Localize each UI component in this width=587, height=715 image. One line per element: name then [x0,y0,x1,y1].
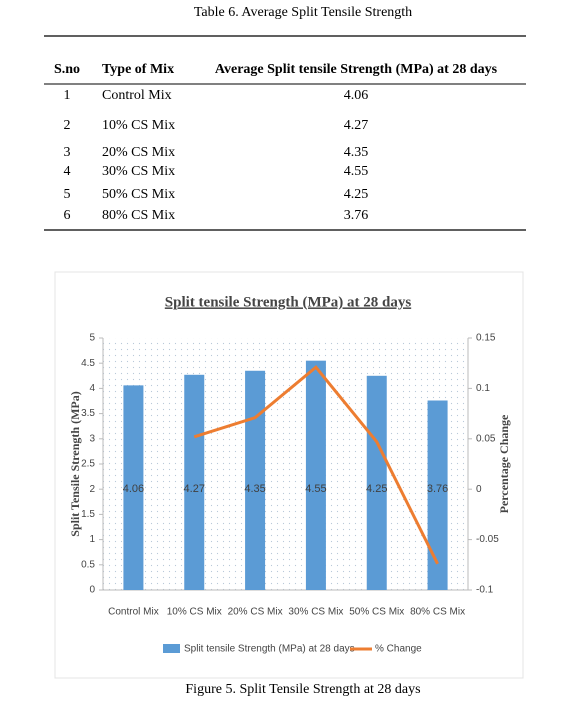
plot-area [103,338,468,590]
bar [123,385,144,590]
data-label: 4.35 [244,483,265,495]
table-cell: 30% CS Mix [102,164,175,179]
data-label: 4.55 [305,483,326,495]
y-tick-label: 0.5 [81,559,95,570]
bar [184,374,205,590]
bar [427,400,448,590]
table-caption: Table 6. Average Split Tensile Strength [194,5,412,20]
table-cell: 4.06 [344,88,369,103]
y-tick-label: 2.5 [81,459,95,470]
table-cell: 4.35 [344,145,369,160]
table-cell: 80% CS Mix [102,208,175,223]
x-tick-label: 80% CS Mix [410,607,465,618]
legend-swatch [163,644,180,653]
y-tick-label: 2 [89,484,95,495]
y2-axis-label: Percentage Change [497,414,511,513]
table-cell: 4.27 [344,118,369,133]
x-tick-label: Control Mix [108,607,159,618]
table-header: Type of Mix [102,62,174,77]
table-cell: Control Mix [102,88,172,103]
x-tick-label: 20% CS Mix [228,607,283,618]
table-cell: 1 [64,88,71,103]
bar [305,360,326,590]
table-header: S.no [54,62,80,77]
data-label: 4.27 [184,483,205,495]
table-cell: 3.76 [344,208,369,223]
data-label: 4.25 [366,483,387,495]
figure-caption: Figure 5. Split Tensile Strength at 28 d… [185,682,420,697]
table-cell: 20% CS Mix [102,145,175,160]
legend-label: Split tensile Strength (MPa) at 28 days [184,644,355,655]
y2-tick-label: 0 [476,484,482,495]
table-header: Average Split tensile Strength (MPa) at … [215,62,498,77]
y-tick-label: 4 [89,383,95,394]
table-cell: 3 [64,145,71,160]
legend-label: % Change [375,644,422,655]
table-cell: 4 [64,164,71,179]
table-cell: 50% CS Mix [102,187,175,202]
table-cell: 5 [64,187,71,202]
y-tick-label: 1 [89,534,95,545]
y-tick-label: 3.5 [81,408,95,419]
line [193,365,439,565]
y-axis-label: Split Tensile Strength (MPa) [68,391,82,536]
y2-tick-label: 0.05 [476,433,496,444]
table-cell: 4.25 [344,187,369,202]
table-cell: 2 [64,118,71,133]
y2-tick-label: -0.05 [476,534,499,545]
chart-title: Split tensile Strength (MPa) at 28 days [165,294,412,310]
y2-tick-label: 0.15 [476,333,496,344]
bar [366,375,387,590]
y2-tick-label: 0.1 [476,383,490,394]
x-tick-label: 50% CS Mix [349,607,404,618]
data-label: 4.06 [123,483,144,495]
table-cell: 6 [64,208,71,223]
x-tick-label: 30% CS Mix [288,607,343,618]
y-tick-label: 0 [89,585,95,596]
y2-tick-label: -0.1 [476,585,494,596]
y-tick-label: 3 [89,433,95,444]
y-tick-label: 5 [89,333,95,344]
x-tick-label: 10% CS Mix [167,607,222,618]
data-label: 3.76 [427,483,448,495]
bar [245,370,266,590]
table-cell: 4.55 [344,164,369,179]
y-tick-label: 4.5 [81,358,95,369]
table-cell: 10% CS Mix [102,118,175,133]
y-tick-label: 1.5 [81,509,95,520]
